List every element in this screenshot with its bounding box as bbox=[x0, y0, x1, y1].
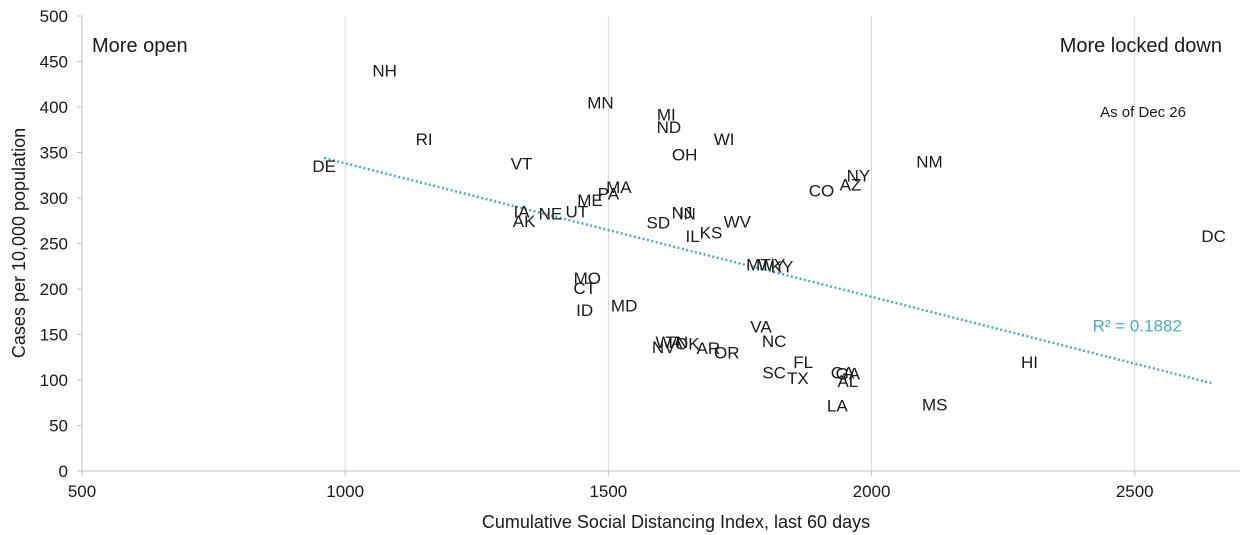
y-tick-label-0: 0 bbox=[59, 462, 68, 481]
point-label-dc: DC bbox=[1201, 227, 1226, 246]
point-label-fl: FL bbox=[793, 353, 813, 372]
trendline-group: R² = 0.1882 bbox=[323, 156, 1214, 385]
point-label-mo: MO bbox=[574, 269, 601, 288]
x-axis-title: Cumulative Social Distancing Index, last… bbox=[482, 512, 870, 532]
point-label-ak: AK bbox=[513, 212, 536, 231]
point-label-ca: CA bbox=[831, 364, 855, 383]
point-label-ct: CT bbox=[573, 279, 596, 298]
point-label-sc: SC bbox=[762, 364, 786, 383]
y-tick-label-250: 250 bbox=[40, 235, 68, 254]
point-label-mi: MI bbox=[657, 105, 676, 124]
point-label-mn: MN bbox=[587, 93, 613, 112]
y-tick-label-400: 400 bbox=[40, 98, 68, 117]
point-label-ks: KS bbox=[700, 224, 723, 243]
point-label-hi: HI bbox=[1021, 353, 1038, 372]
y-tick-label-300: 300 bbox=[40, 189, 68, 208]
point-label-mt: MT bbox=[746, 255, 771, 274]
point-label-id: ID bbox=[576, 301, 593, 320]
point-label-oh: OH bbox=[672, 145, 698, 164]
point-label-vt: VT bbox=[511, 154, 533, 173]
point-label-al: AL bbox=[837, 372, 858, 391]
x-tick-label-500: 500 bbox=[68, 482, 96, 501]
y-tick-label-100: 100 bbox=[40, 371, 68, 390]
x-tick-label-1500: 1500 bbox=[589, 482, 627, 501]
point-label-co: CO bbox=[809, 182, 835, 201]
y-tick-label-150: 150 bbox=[40, 326, 68, 345]
point-label-wv: WV bbox=[724, 213, 752, 232]
gridlines bbox=[344, 16, 1136, 471]
point-label-la: LA bbox=[827, 396, 848, 415]
point-label-ma: MA bbox=[606, 178, 632, 197]
point-label-in: IN bbox=[679, 204, 696, 223]
point-label-ga: GA bbox=[836, 365, 861, 384]
point-label-tx: TX bbox=[787, 369, 809, 388]
point-label-pa: PA bbox=[598, 184, 620, 203]
axes bbox=[77, 15, 1240, 476]
point-label-ar: AR bbox=[697, 339, 721, 358]
point-label-ri: RI bbox=[416, 130, 433, 149]
point-label-nm: NM bbox=[916, 153, 942, 172]
point-label-or: OR bbox=[714, 344, 740, 363]
point-label-va: VA bbox=[750, 317, 772, 336]
x-tick-label-2000: 2000 bbox=[853, 482, 891, 501]
point-label-md: MD bbox=[611, 296, 637, 315]
annotation-date-note: As of Dec 26 bbox=[1100, 104, 1186, 121]
y-tick-labels: 0 50 100 150 200 250 300 350 400 450 500 bbox=[40, 7, 68, 481]
y-tick-label-450: 450 bbox=[40, 53, 68, 72]
point-label-me: ME bbox=[577, 191, 603, 210]
x-tick-label-2500: 2500 bbox=[1116, 482, 1154, 501]
annotation-more-open: More open bbox=[92, 35, 188, 57]
point-label-ia: IA bbox=[513, 203, 530, 222]
y-axis-title: Cases per 10,000 population bbox=[9, 128, 29, 358]
point-label-ny: NY bbox=[847, 166, 871, 185]
point-label-wi: WI bbox=[714, 130, 735, 149]
point-label-wy: WY bbox=[758, 255, 785, 274]
point-label-tn: TN bbox=[665, 333, 688, 352]
y-tick-label-50: 50 bbox=[49, 417, 68, 436]
point-label-ms: MS bbox=[922, 396, 948, 415]
point-label-ut: UT bbox=[565, 203, 588, 222]
x-tick-labels: 500 1000 1500 2000 2500 bbox=[68, 482, 1154, 501]
point-label-nj: NJ bbox=[672, 204, 693, 223]
point-label-nc: NC bbox=[762, 332, 787, 351]
x-tick-label-1000: 1000 bbox=[326, 482, 364, 501]
point-label-nh: NH bbox=[372, 62, 397, 81]
r-squared-label: R² = 0.1882 bbox=[1093, 316, 1182, 335]
y-tick-label-200: 200 bbox=[40, 280, 68, 299]
point-label-ky: KY bbox=[771, 257, 794, 276]
point-label-nv: NV bbox=[652, 338, 676, 357]
point-label-ne: NE bbox=[539, 204, 563, 223]
point-label-il: IL bbox=[685, 227, 699, 246]
point-label-sd: SD bbox=[647, 214, 671, 233]
annotation-more-locked-down: More locked down bbox=[1060, 35, 1222, 57]
point-label-wa: WA bbox=[656, 333, 683, 352]
point-label-de: DE bbox=[312, 157, 336, 176]
point-label-nd: ND bbox=[657, 118, 682, 137]
y-tick-label-350: 350 bbox=[40, 144, 68, 163]
y-tick-label-500: 500 bbox=[40, 7, 68, 26]
point-label-ok: OK bbox=[675, 335, 700, 354]
point-label-az: AZ bbox=[840, 175, 862, 194]
